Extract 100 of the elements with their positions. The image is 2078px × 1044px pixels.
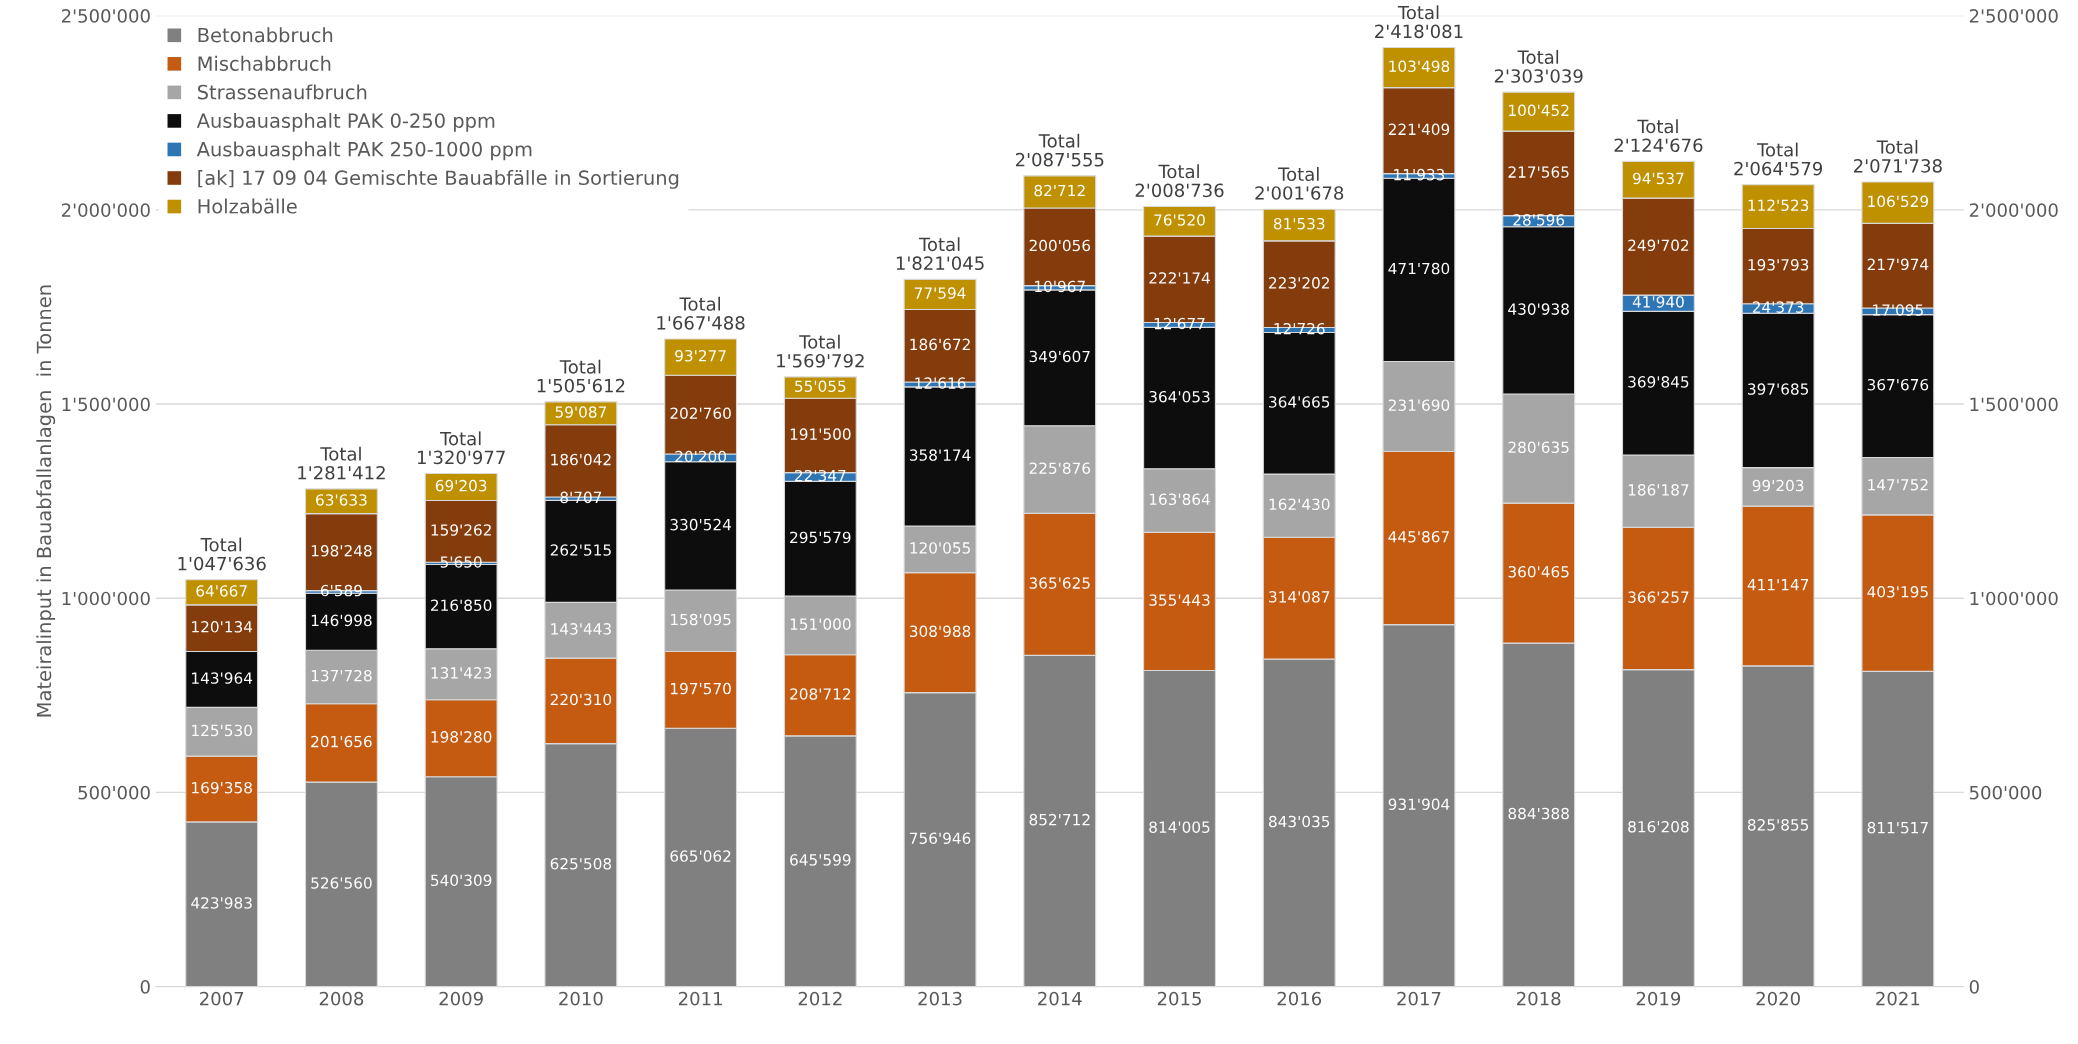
total-label: Total 2'303'039: [1494, 50, 1583, 83]
y2-tick-label: 0: [1969, 980, 1979, 994]
x-tick-label: 2015: [1157, 991, 1201, 1006]
total-label: Total 1'320'977: [417, 431, 505, 465]
data-label: 6'589: [320, 584, 362, 597]
data-label: 99'203: [1752, 479, 1804, 492]
data-label: 191'500: [790, 428, 851, 440]
data-label: 94'537: [1632, 172, 1684, 185]
data-label: 69'203: [435, 479, 487, 492]
total-label: Total 1'569'792: [777, 334, 864, 368]
legend-label: Ausbauasphalt PAK 250-1000 ppm: [196, 141, 532, 161]
data-label: 222'174: [1149, 272, 1210, 284]
data-label: 355'443: [1149, 594, 1210, 606]
data-label: 364'665: [1269, 396, 1330, 408]
data-label: 81'533: [1273, 217, 1325, 230]
x-tick-label: 2017: [1397, 991, 1441, 1006]
data-label: 365'625: [1029, 577, 1090, 589]
data-label: 364'053: [1149, 390, 1210, 403]
data-label: 314'087: [1269, 591, 1330, 603]
data-label: 526'560: [311, 877, 372, 889]
data-label: 163'864: [1149, 493, 1210, 506]
data-label: 423'983: [191, 897, 252, 909]
data-label: 816'208: [1628, 820, 1689, 833]
data-label: 112'523: [1748, 199, 1809, 212]
data-label: 217'565: [1508, 166, 1569, 178]
legend-label: Ausbauasphalt PAK 0-250 ppm: [196, 112, 495, 132]
data-label: 231'690: [1388, 399, 1450, 411]
y-tick-label: 500'000: [78, 785, 150, 800]
data-label: 106'529: [1868, 195, 1929, 208]
legend-label: Holzabälle: [198, 198, 297, 214]
data-label: 811'517: [1867, 821, 1928, 834]
data-label: 403'195: [1867, 586, 1928, 598]
data-label: 8'707: [560, 491, 602, 504]
data-label: 22'347: [795, 469, 846, 482]
total-label: Total 2'087'555: [1015, 133, 1104, 167]
data-label: 193'793: [1748, 258, 1809, 271]
data-label: 77'594: [914, 287, 966, 299]
data-label: 151'000: [790, 618, 851, 630]
y2-tick-label: 1'000'000: [1970, 591, 2058, 606]
data-label: 131'423: [431, 667, 492, 679]
y2-tick-label: 1'500'000: [1970, 397, 2058, 412]
legend-label: Strassenaufbruch: [197, 84, 367, 100]
data-label: 330'524: [670, 518, 732, 531]
y2-tick-label: 2'500'000: [1969, 9, 2058, 23]
data-label: 158'095: [671, 613, 731, 626]
data-label: 82'712: [1034, 184, 1085, 197]
y-axis-title: Mateiralinput in Bauabfallanlagen in Tonnen: [36, 285, 56, 717]
y2-tick-label: 2'000'000: [1969, 203, 2058, 217]
data-label: 55'055: [795, 380, 846, 393]
data-label: 216'850: [431, 599, 492, 612]
legend-label: Betonabbruch: [198, 27, 333, 43]
data-label: 411'147: [1747, 579, 1809, 591]
x-tick-label: 2009: [439, 991, 483, 1006]
data-label: 63'633: [316, 494, 367, 506]
data-label: 852'712: [1029, 813, 1090, 826]
data-label: 262'515: [550, 544, 611, 556]
data-label: 198'248: [311, 545, 372, 557]
data-label: 208'712: [790, 688, 851, 700]
total-label: Total 1'281'412: [298, 446, 385, 480]
data-label: 756'946: [910, 832, 971, 845]
data-label: 931'904: [1388, 798, 1450, 811]
data-label: 397'685: [1748, 383, 1809, 395]
data-label: 358'174: [909, 449, 971, 461]
data-label: 249'702: [1628, 239, 1689, 252]
data-label: 143'964: [192, 672, 253, 684]
x-tick-label: 2013: [918, 991, 962, 1006]
legend-label: Mischabbruch: [198, 55, 331, 71]
data-label: 625'508: [550, 857, 612, 870]
y-tick-label: 1'500'000: [62, 397, 150, 412]
data-label: 147'752: [1868, 479, 1928, 491]
total-label: Total 2'064'579: [1734, 142, 1823, 176]
data-label: 162'430: [1269, 498, 1330, 511]
data-label: 12'616: [915, 377, 966, 389]
data-label: 200'056: [1029, 239, 1091, 252]
x-tick-label: 2008: [319, 991, 364, 1006]
data-label: 120'134: [192, 621, 253, 633]
data-label: 540'309: [431, 874, 492, 887]
data-label: 430'938: [1508, 303, 1569, 315]
data-label: 202'760: [670, 407, 731, 420]
y-tick-label: 2'500'000: [61, 9, 150, 23]
data-label: 100'452: [1509, 104, 1569, 117]
data-label: 220'310: [550, 693, 612, 706]
data-label: 367'676: [1867, 378, 1929, 391]
data-label: 369'845: [1628, 376, 1689, 388]
total-label: Total 1'667'488: [657, 296, 745, 330]
y-tick-label: 2'000'000: [61, 203, 150, 217]
data-label: 198'280: [431, 731, 492, 743]
data-label: 665'062: [670, 850, 731, 862]
total-label: Total 2'008'736: [1135, 164, 1224, 198]
data-label: 197'570: [671, 682, 731, 695]
data-label: 169'358: [192, 781, 252, 794]
data-label: 186'672: [910, 338, 970, 351]
x-tick-label: 2021: [1876, 991, 1920, 1006]
data-label: 64'667: [196, 585, 247, 597]
data-label: 137'728: [311, 669, 372, 682]
y2-tick-label: 500'000: [1969, 785, 2042, 800]
data-label: 59'087: [555, 406, 606, 418]
data-label: 186'187: [1628, 484, 1689, 496]
data-label: 349'607: [1029, 350, 1090, 363]
y-tick-label: 1'000'000: [62, 591, 150, 606]
